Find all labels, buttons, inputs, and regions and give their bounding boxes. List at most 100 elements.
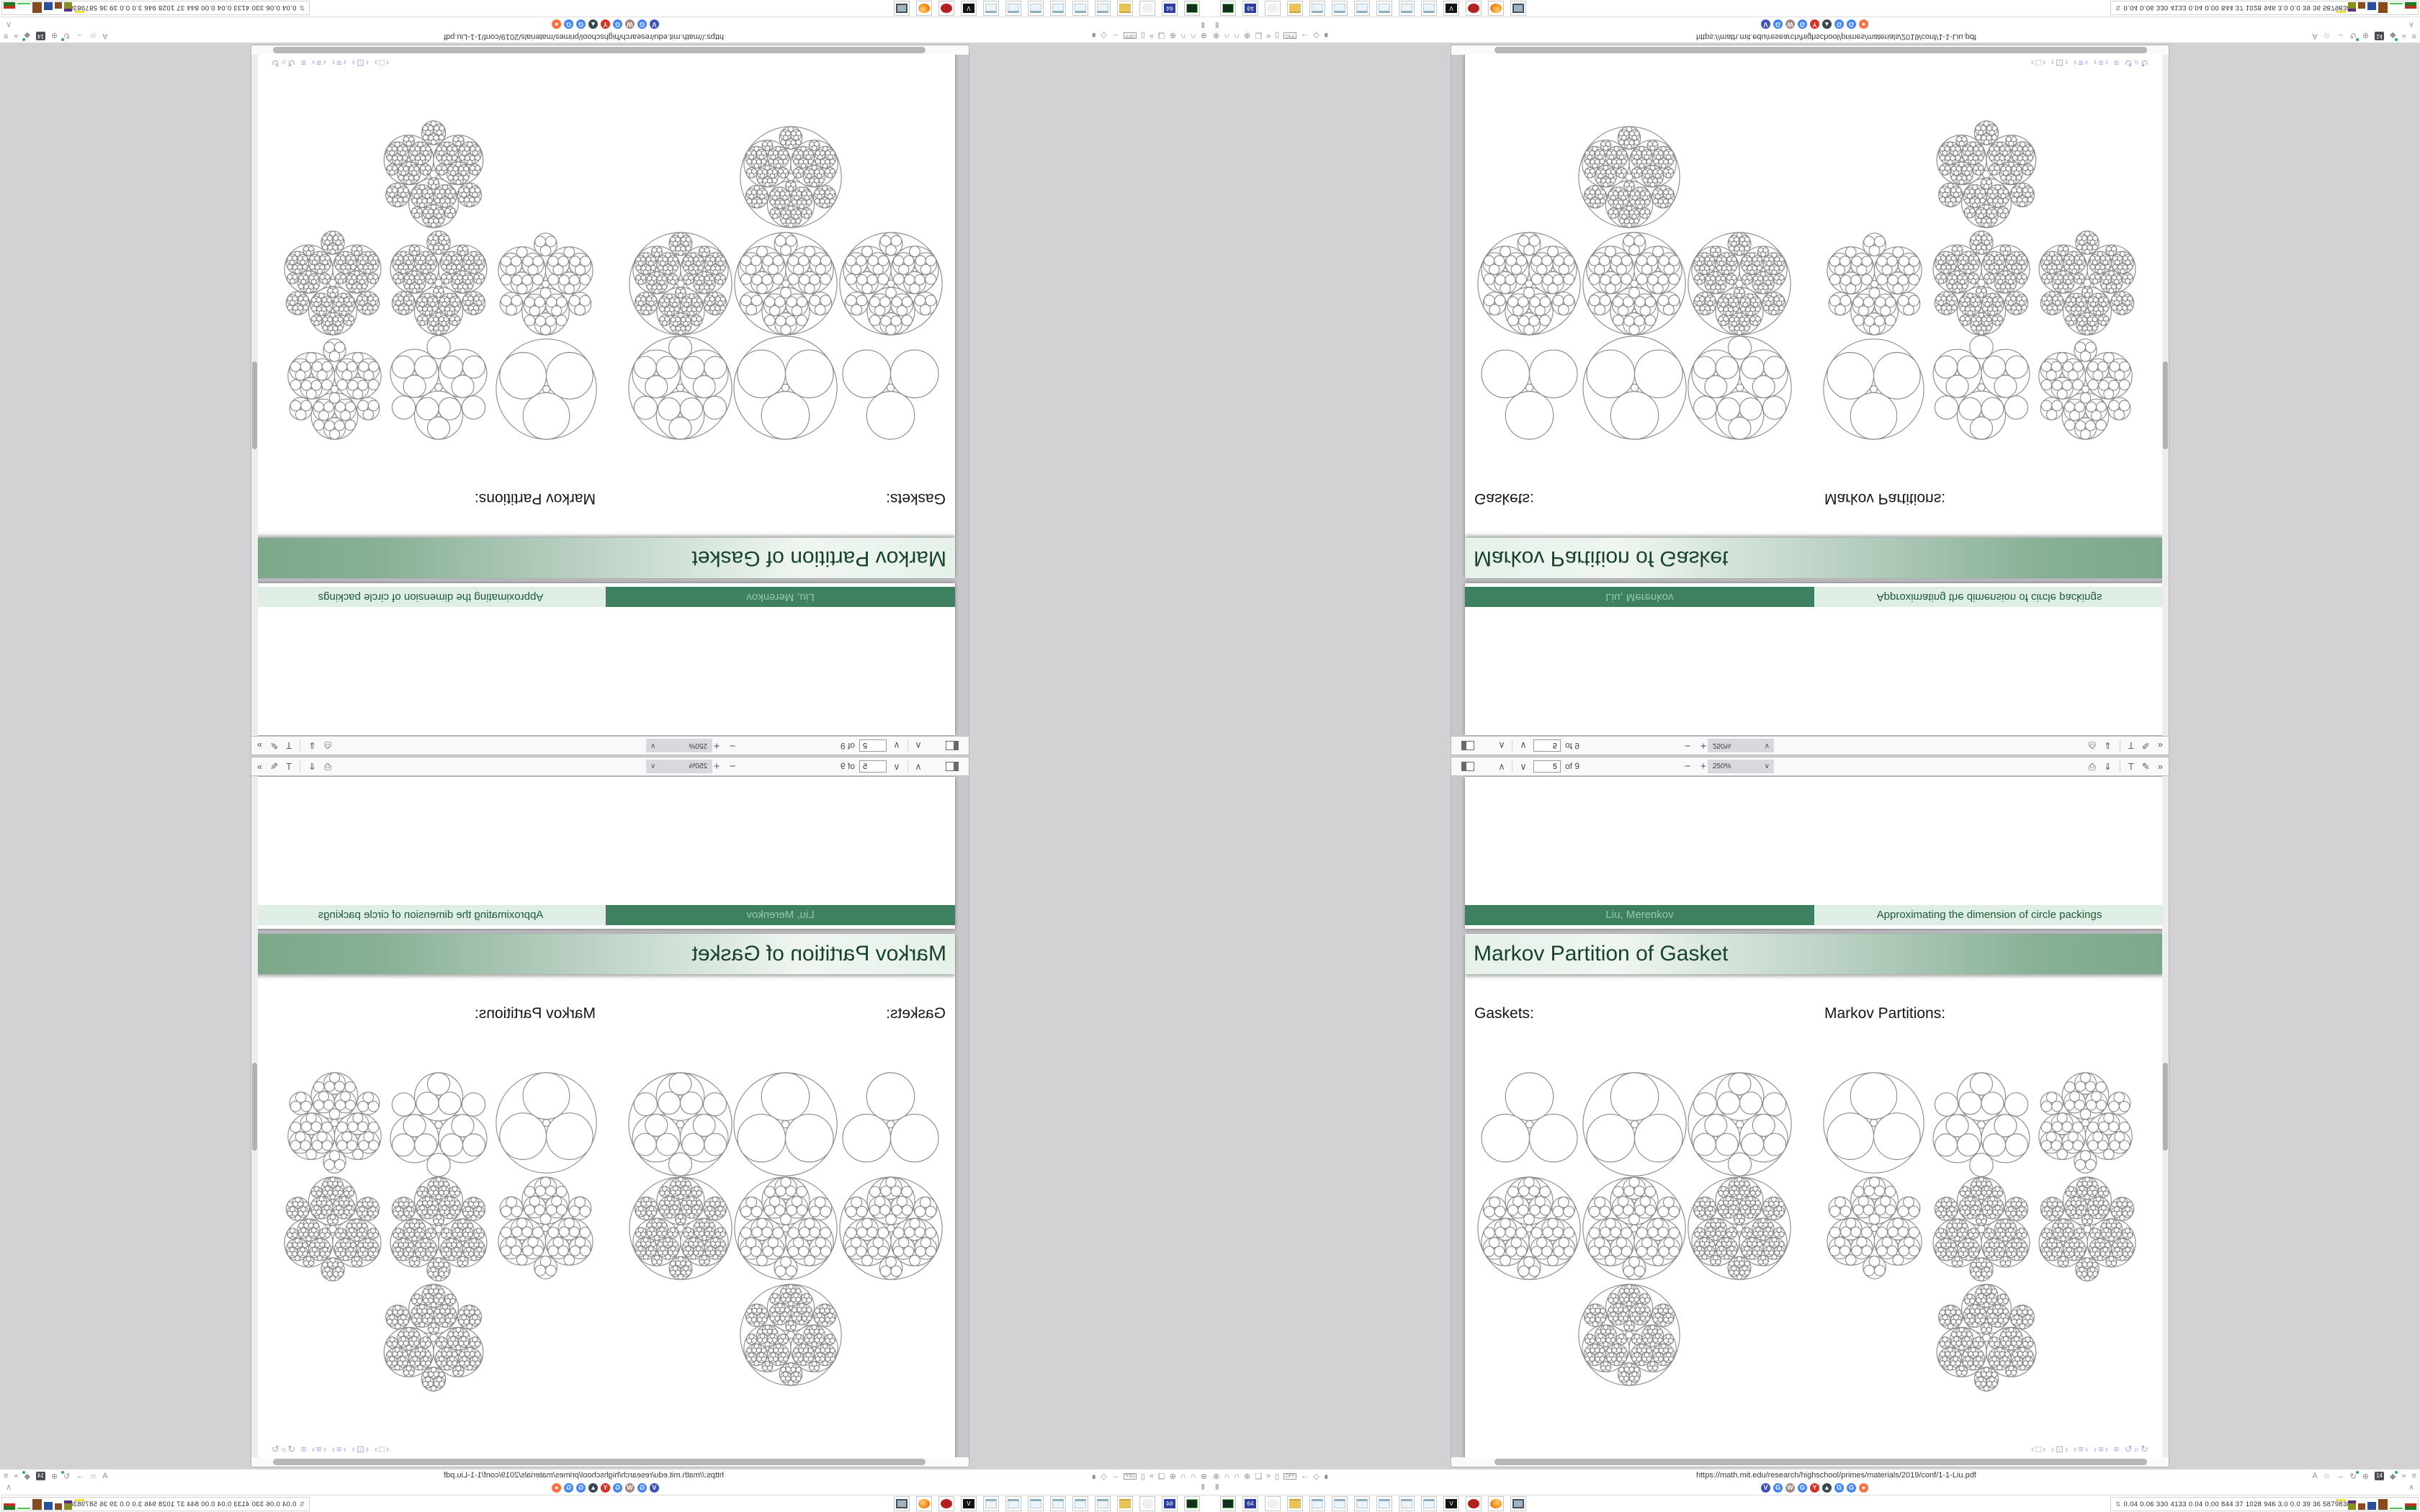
text-edit-icon[interactable]: T [286, 761, 292, 772]
launcher-notepad-2[interactable] [1072, 1, 1088, 16]
bookmark-dark-icon[interactable]: ▲ [1822, 19, 1832, 29]
launcher-notepad-1[interactable] [1309, 1496, 1325, 1511]
page-down-button[interactable]: ∨ [893, 740, 900, 751]
address-left-icon-3[interactable]: ⊕ [1244, 1472, 1251, 1481]
zoom-select[interactable]: 250% ∨ [1708, 739, 1774, 752]
zoom-out-button[interactable]: − [729, 739, 736, 752]
vertical-scrollbar[interactable] [251, 776, 258, 1459]
ink-edit-icon[interactable]: ✎ [270, 760, 279, 772]
address-bar[interactable]: ⊕ ∩ ∩ ⊕ ❏» ▯ OFF ← ◇ ∎ https://math.mit.edu/resea… [1210, 30, 2420, 43]
pdf-content-area[interactable]: Liu, Merenkov Approximating the dimensio… [251, 53, 969, 736]
address-left-icon-7[interactable]: OFF [1283, 1472, 1297, 1480]
bookmark-google-1-icon[interactable]: G [1773, 19, 1783, 29]
bookmark-w-icon[interactable]: W [625, 19, 635, 29]
launcher-monitor[interactable] [1510, 1496, 1526, 1511]
launcher-blank[interactable] [1139, 1496, 1155, 1511]
address-left-icon-2[interactable]: ∩ [1234, 1472, 1240, 1480]
horizontal-scrollbar[interactable] [1451, 1457, 2169, 1467]
address-left-icon-9[interactable]: ◇ [1101, 1472, 1107, 1481]
pause-icon[interactable]: ‖ [1201, 1483, 1205, 1492]
launcher-blank[interactable] [1139, 1, 1155, 16]
bookmark-firefox-icon[interactable]: ● [552, 19, 561, 29]
launcher-floppy64[interactable]: 64 [1162, 1, 1178, 16]
collapse-caret-icon[interactable]: ∧ [6, 1483, 12, 1492]
launcher-notepad-5[interactable] [1399, 1, 1415, 16]
bookmark-v-icon[interactable]: V [1761, 1483, 1770, 1493]
launcher-notepad-4[interactable] [1376, 1496, 1392, 1511]
bookmark-google-4-icon[interactable]: G [564, 1483, 573, 1493]
bookmark-w-icon[interactable]: W [1785, 1483, 1795, 1493]
globe-extension-icon[interactable]: ⊕ [2362, 31, 2370, 40]
collapse-caret-icon[interactable]: ∧ [2408, 20, 2414, 29]
bookmark-firefox-icon[interactable]: ● [1859, 1483, 1868, 1493]
bookmark-star-icon[interactable]: ☆ [2323, 31, 2331, 40]
address-left-icon-2[interactable]: ∩ [1180, 1472, 1186, 1480]
address-left-icon-9[interactable]: ◇ [1101, 31, 1107, 40]
extensions-puzzle-icon[interactable]: ◆ [24, 31, 31, 40]
page-down-button[interactable]: ∨ [1520, 761, 1527, 772]
address-left-icon-5[interactable]: » [1149, 32, 1154, 40]
bookmark-google-2-icon[interactable]: G [613, 19, 622, 29]
address-left-icon-5[interactable]: » [1266, 32, 1271, 40]
launcher-monitor[interactable] [894, 1496, 910, 1511]
globe-extension-icon[interactable]: ⊕ [50, 31, 58, 40]
bookmark-google-2-icon[interactable]: G [1798, 1483, 1807, 1493]
address-left-icon-7[interactable]: OFF [1283, 32, 1297, 40]
launcher-terminal[interactable] [1220, 1, 1236, 16]
more-tools-icon[interactable]: » [2401, 32, 2406, 40]
launcher-monitor[interactable] [1510, 1, 1526, 16]
blocker-badge[interactable]: 14 [36, 1472, 45, 1480]
vertical-scrollbar-thumb[interactable] [252, 361, 257, 449]
bookmark-v-icon[interactable]: V [650, 1483, 659, 1493]
address-left-icon-4[interactable]: ❏ [1255, 1472, 1263, 1481]
vertical-scrollbar[interactable] [2162, 53, 2169, 736]
launcher-vbird[interactable]: V [1443, 1496, 1459, 1511]
extensions-puzzle-icon[interactable]: ◆ [2389, 1470, 2399, 1481]
launcher-notepad-4[interactable] [1028, 1496, 1044, 1511]
horizontal-scrollbar-thumb[interactable] [1494, 47, 2147, 53]
horizontal-scrollbar-thumb[interactable] [273, 1459, 926, 1465]
address-left-icon-8[interactable]: ← [1301, 1472, 1309, 1480]
save-icon[interactable]: ⇓ [308, 740, 316, 752]
launcher-terminal[interactable] [1184, 1496, 1200, 1511]
vertical-scrollbar-thumb[interactable] [252, 1063, 257, 1151]
print-icon[interactable]: ⎙ [2088, 760, 2096, 772]
page-down-button[interactable]: ∨ [1520, 740, 1527, 751]
bookmark-google-3-icon[interactable]: G [1834, 1483, 1844, 1493]
zoom-out-button[interactable]: − [1684, 739, 1691, 752]
menu-icon[interactable]: ≡ [4, 1472, 9, 1480]
address-left-icon-4[interactable]: ❏ [1255, 31, 1263, 40]
reload-icon[interactable]: ↻ [2349, 31, 2357, 40]
launcher-notepad-6[interactable] [983, 1496, 999, 1511]
menu-icon[interactable]: ≡ [2411, 32, 2416, 40]
launcher-firefox[interactable] [1488, 1496, 1504, 1511]
page-up-button[interactable]: ∧ [915, 740, 922, 751]
save-icon[interactable]: ⇓ [2104, 740, 2112, 752]
bookmark-v-icon[interactable]: V [1761, 19, 1770, 29]
address-bar[interactable]: ⊕ ∩ ∩ ⊕ ❏» ▯ OFF ← ◇ ∎ https://math.mit.edu/resea… [0, 1469, 1210, 1482]
more-tools-icon[interactable]: » [14, 1472, 19, 1480]
launcher-notepad-3[interactable] [1354, 1496, 1370, 1511]
bookmark-google-4-icon[interactable]: G [1847, 19, 1856, 29]
launcher-vbird[interactable]: V [1443, 1, 1459, 16]
sidebar-toggle-icon[interactable] [946, 762, 959, 771]
launcher-notepad-3[interactable] [1050, 1496, 1066, 1511]
toolbar-overflow-icon[interactable]: » [2157, 740, 2163, 751]
horizontal-scrollbar[interactable] [1451, 45, 2169, 55]
bookmark-v-icon[interactable]: V [650, 19, 659, 29]
bookmark-y-icon[interactable]: Y [1810, 19, 1819, 29]
address-left-icon-10[interactable]: ∎ [1091, 1472, 1097, 1481]
globe-extension-icon[interactable]: ⊕ [50, 1472, 58, 1481]
bookmark-google-1-icon[interactable]: G [637, 19, 647, 29]
extensions-puzzle-icon[interactable]: ◆ [2389, 31, 2396, 40]
address-left-icon-5[interactable]: » [1149, 1472, 1154, 1480]
bookmark-google-4-icon[interactable]: G [1847, 1483, 1856, 1493]
collapse-caret-icon[interactable]: ∧ [6, 20, 12, 29]
page-number-input[interactable] [859, 739, 887, 752]
launcher-notepad-5[interactable] [1005, 1496, 1021, 1511]
sidebar-toggle-icon[interactable] [1461, 741, 1474, 750]
bookmark-dark-icon[interactable]: ▲ [588, 1483, 598, 1493]
sidebar-toggle-icon[interactable] [946, 741, 959, 750]
launcher-floppy64[interactable]: 64 [1242, 1496, 1258, 1511]
launcher-folder[interactable] [1117, 1, 1133, 16]
